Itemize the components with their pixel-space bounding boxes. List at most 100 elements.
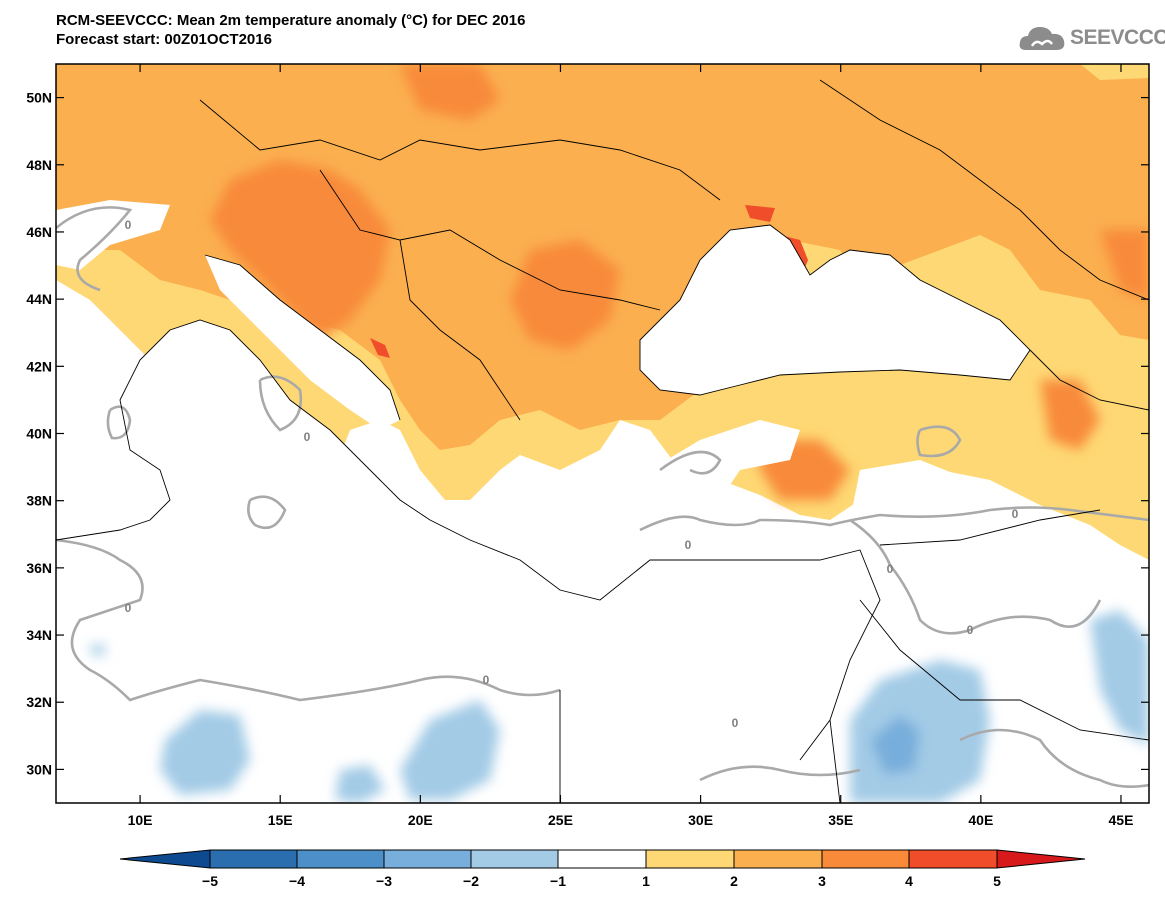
zero-contour-label: 0 (304, 430, 311, 444)
negative-anomaly-iraq (1090, 610, 1149, 745)
lat-tick-label: 46N (26, 224, 52, 240)
zero-contour-line (639, 506, 1149, 532)
zero-contour-label: 0 (685, 538, 692, 552)
colorbar-segment (383, 849, 472, 869)
neutral-zone-central-anatolia (850, 460, 970, 530)
lat-tick-label: 42N (26, 358, 52, 374)
zero-contour-line (258, 375, 303, 432)
positive-anomaly-core-2 (510, 240, 620, 350)
zero-contour-label: 0 (967, 623, 974, 637)
colorbar-segment (908, 849, 998, 869)
zero-contour-labels: 0 0 0 0 0 0 0 0 0 (125, 218, 1019, 730)
lon-tick-label: 40E (968, 812, 993, 828)
colorbar-tick-label: 5 (993, 873, 1001, 889)
colorbar-tick-label: −5 (202, 873, 218, 889)
colorbar-segment (296, 849, 385, 869)
border-line (859, 599, 1149, 741)
colorbar-end-low (119, 849, 211, 869)
zero-contour-line (959, 728, 1149, 788)
positive-anomaly-core-3 (400, 64, 500, 120)
colorbar-tick-label: 4 (905, 873, 913, 889)
lon-tick-label: 25E (548, 812, 573, 828)
anomaly-fill (56, 64, 1149, 803)
coastlines-and-borders (56, 79, 1149, 803)
border-line (819, 79, 1149, 301)
lon-tick-label: 30E (688, 812, 713, 828)
colorbar-tick-label: 3 (818, 873, 826, 889)
mediterranean-coastline (56, 319, 881, 761)
colorbar-tick-label: 1 (642, 873, 650, 889)
logo-text: SEEVCCC (1070, 26, 1165, 49)
zero-contour-line (106, 405, 132, 440)
lon-tick-label: 20E (408, 812, 433, 828)
colorbar-segment (470, 849, 559, 869)
positive-anomaly-core-5 (1100, 230, 1149, 300)
neutral-zone-turkey (630, 420, 800, 520)
colorbar-segment (209, 849, 298, 869)
border-line (319, 169, 661, 311)
negative-anomaly-libya (160, 710, 250, 795)
positive-anomaly-peak-azov (745, 205, 775, 222)
border-line (879, 509, 1101, 546)
lat-tick-label: 36N (26, 560, 52, 576)
lat-tick-label: 40N (26, 426, 52, 442)
zero-contour-label: 0 (483, 673, 490, 687)
mediterranean-sea (56, 320, 880, 780)
zero-contour-line (916, 425, 962, 458)
colorbar-tick-label: −4 (289, 873, 305, 889)
lon-tick-label: 15E (268, 812, 293, 828)
latitude-axis: 30N 32N 34N 36N 38N 40N 42N 44N 46N 48N 50N (26, 90, 1149, 777)
lat-tick-label: 38N (26, 493, 52, 509)
colorbar-segment (557, 849, 647, 869)
negative-anomaly-tunisia (90, 645, 105, 655)
positive-anomaly-core-1 (210, 160, 390, 340)
colorbar: −5 −4 −3 −2 −1 1 2 3 4 5 (119, 849, 1086, 889)
lon-tick-label: 10E (128, 812, 153, 828)
lat-tick-label: 30N (26, 761, 52, 777)
zero-contour-label: 0 (732, 716, 739, 730)
longitude-axis: 10E 15E 20E 25E 30E 35E 40E 45E (128, 64, 1134, 828)
zero-contour-line (849, 518, 1102, 635)
zero-contour-line (56, 538, 561, 702)
negative-anomaly-egypt (400, 700, 500, 800)
lat-tick-label: 50N (26, 90, 52, 106)
border-line (399, 239, 521, 421)
lon-tick-label: 45E (1109, 812, 1134, 828)
forecast-start-label: Forecast start: 00Z01OCT2016 (56, 31, 272, 48)
colorbar-segment (821, 849, 910, 869)
map-title: RCM-SEEVCCC: Mean 2m temperature anomaly… (56, 12, 526, 29)
lat-tick-label: 32N (26, 694, 52, 710)
lon-tick-label: 35E (828, 812, 853, 828)
border-line (199, 99, 721, 201)
black-sea-coastline (639, 224, 1031, 396)
cloud-icon (1019, 27, 1065, 50)
negative-anomaly-cyrenaica (335, 765, 385, 803)
neutral-zone-alps (56, 200, 170, 270)
colorbar-tick-label: −3 (376, 873, 392, 889)
adriatic-sea (205, 255, 400, 430)
zero-contour-line (247, 495, 287, 530)
colorbar-tick-label: 2 (730, 873, 738, 889)
zero-contour-label: 0 (887, 562, 894, 576)
colorbar-segment (733, 849, 823, 869)
colorbar-segment (645, 849, 735, 869)
lat-tick-label: 44N (26, 291, 52, 307)
negative-anomaly-arabia-core (870, 715, 920, 775)
border-line (829, 719, 841, 803)
colorbar-tick-label: −1 (550, 873, 566, 889)
adriatic-coastline (204, 254, 401, 421)
lat-tick-label: 48N (26, 157, 52, 173)
zero-contours (56, 206, 1149, 788)
seevccc-logo: SEEVCCC (1018, 22, 1165, 56)
colorbar-tick-label: −2 (463, 873, 479, 889)
lat-tick-label: 34N (26, 627, 52, 643)
zero-contour-line (699, 765, 861, 782)
zero-contour-label: 0 (125, 601, 132, 615)
positive-anomaly-core-4 (1040, 380, 1100, 450)
positive-anomaly-peak-dalmatia (370, 338, 390, 358)
black-sea (640, 225, 1030, 395)
zero-contour-line (659, 450, 722, 475)
colorbar-end-high (996, 849, 1086, 869)
zero-contour-line (56, 206, 133, 292)
